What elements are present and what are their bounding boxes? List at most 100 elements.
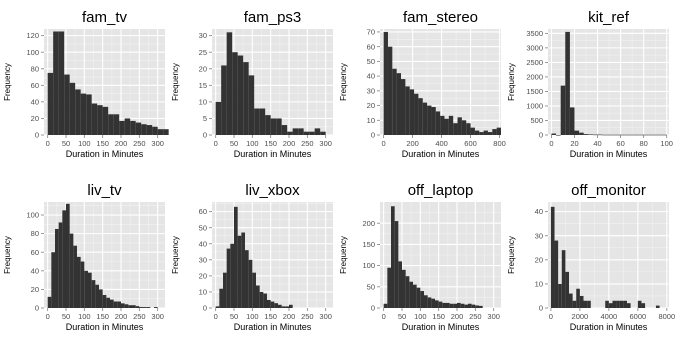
histogram-bar [626, 303, 631, 308]
x-tick-label: 100 [246, 312, 259, 321]
histogram-bar [135, 306, 140, 308]
histogram-bar [267, 299, 271, 308]
y-tick-label: 100 [26, 48, 39, 57]
histogram-bar [248, 259, 253, 308]
histogram-bar [124, 118, 131, 135]
histogram-bar [80, 93, 87, 135]
histogram-bar [569, 293, 573, 308]
histogram-bar [128, 305, 132, 308]
histogram-bar [259, 291, 264, 308]
histogram-bar [146, 125, 153, 135]
histogram-bar [139, 307, 143, 308]
histogram-bar [492, 129, 497, 135]
x-axis-label: Duration in Minutes [402, 149, 480, 159]
chart-title: liv_tv [87, 182, 122, 199]
histogram-bar [163, 129, 169, 135]
x-tick-label: 100 [660, 139, 673, 148]
histogram-bar [119, 120, 125, 135]
histogram-bar [409, 89, 415, 135]
histogram-bar [259, 108, 266, 135]
histogram-bar [102, 106, 109, 135]
histogram-bar [561, 250, 566, 308]
x-tick-label: 2000 [572, 312, 589, 321]
histogram-bar [77, 256, 81, 308]
histogram-bar [230, 243, 234, 308]
histogram-bar [416, 287, 421, 308]
histogram-bar [496, 127, 501, 135]
histogram-bar [58, 31, 65, 136]
y-tick-label: 40 [31, 97, 39, 106]
histogram-bar [55, 228, 59, 308]
histogram-bar [86, 94, 92, 135]
chart-title: kit_ref [588, 9, 630, 26]
y-tick-label: 2000 [526, 73, 543, 82]
histogram-bar [383, 303, 388, 308]
histogram-bar [457, 302, 461, 308]
histogram-bar [91, 280, 96, 308]
x-tick-label: 0 [382, 139, 386, 148]
histogram-bar [569, 107, 575, 135]
y-tick-label: 0 [371, 131, 375, 140]
histogram-bar [281, 306, 286, 308]
histogram-bar [405, 276, 410, 308]
x-tick-label: 60 [616, 139, 624, 148]
histogram-bar [232, 52, 238, 135]
y-tick-label: 20 [367, 101, 375, 110]
chart-title: liv_xbox [245, 182, 300, 199]
histogram-bar [579, 132, 584, 135]
x-tick-label: 0 [214, 139, 218, 148]
histogram-bar [424, 295, 428, 308]
histogram-bar [392, 68, 397, 135]
y-tick-label: 1500 [526, 87, 543, 96]
histogram-bar [483, 130, 488, 135]
x-tick-label: 300 [151, 312, 164, 321]
y-tick-label: 20 [199, 64, 207, 73]
histogram-bar [69, 233, 74, 308]
histogram-bar [256, 285, 260, 308]
histogram-bar [146, 307, 151, 308]
y-tick-label: 40 [535, 207, 543, 216]
histogram-bar [611, 134, 616, 136]
histogram-bar [387, 267, 391, 308]
panel-liv-xbox: 0 10 20 30 40 50 60 0 50 100 150 200 250 300 liv_xbox D… [171, 182, 333, 332]
histogram-bar [438, 301, 443, 308]
histogram-bar [592, 134, 598, 136]
histogram-bar [550, 206, 555, 308]
y-tick-label: 20 [31, 114, 39, 123]
histogram-bar [254, 108, 260, 135]
histogram-bar [278, 304, 282, 308]
y-tick-label: 10 [367, 116, 375, 125]
histogram-bar [270, 301, 275, 308]
x-tick-label: 20 [570, 139, 578, 148]
histogram-bar [637, 300, 642, 308]
y-tick-label: 100 [26, 211, 39, 220]
histogram-bar [554, 240, 559, 308]
y-tick-label: 30 [199, 31, 207, 40]
histogram-bar [274, 303, 278, 308]
y-tick-label: 3000 [526, 43, 543, 52]
chart-title: off_laptop [408, 182, 474, 199]
histogram-bar [615, 134, 621, 136]
x-tick-label: 200 [115, 139, 128, 148]
histogram-bar [110, 299, 114, 308]
histogram-bar [619, 300, 624, 308]
histogram-bar [154, 307, 158, 308]
x-tick-label: 150 [96, 139, 109, 148]
y-tick-label: 1000 [526, 102, 543, 111]
x-tick-label: 80 [639, 139, 647, 148]
x-tick-label: 300 [319, 139, 332, 148]
x-axis-label: Duration in Minutes [234, 322, 312, 332]
histogram-bar [427, 105, 432, 135]
panel-fam-tv: 0 20 40 60 80 100 120 0 50 100 150 200 250 300 fam_tv D… [3, 9, 169, 159]
x-tick-label: 50 [398, 312, 406, 321]
histogram-bar [551, 133, 557, 135]
histogram-bar [556, 134, 561, 136]
histogram-bar [579, 295, 584, 308]
histogram-bar [298, 128, 304, 136]
histogram-bar [453, 303, 457, 308]
histogram-bar [95, 284, 99, 308]
histogram-bar [58, 222, 63, 308]
histogram-bar [605, 300, 609, 308]
x-tick-label: 100 [78, 312, 91, 321]
x-tick-label: 300 [151, 139, 164, 148]
